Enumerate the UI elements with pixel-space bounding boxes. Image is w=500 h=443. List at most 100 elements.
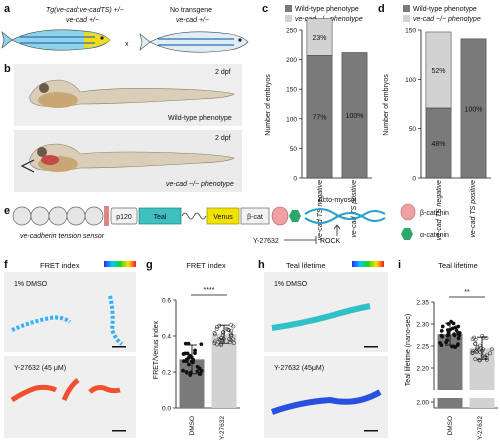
chart-d: 0 50 100 150 48% 52% 100%: [405, 28, 491, 183]
zebrafish-wildtype-icon: [139, 31, 249, 53]
parent2-genotype-line1: No transgene: [170, 7, 212, 14]
chart-g-ytick-label: 0.0: [162, 406, 171, 413]
legend-d-swatch-mutant: [403, 15, 410, 22]
title-g: FRET index: [186, 261, 226, 270]
chart-i-point: [473, 341, 478, 346]
chart-c-bar: [341, 52, 368, 179]
chart-g-point: [226, 328, 231, 333]
chart-i-point: [484, 353, 489, 358]
target-label: ROCK: [320, 238, 341, 245]
category-g-dmso: DMSO: [189, 416, 196, 436]
chart-g-point: [228, 333, 233, 338]
chart-i-point: [475, 345, 480, 350]
panel-label-e: e: [4, 205, 10, 217]
chart-i-point: [480, 354, 485, 359]
cross-symbol: x: [125, 41, 129, 48]
chart-g: 0.0 0.2 0.4 0.6: [162, 298, 240, 413]
lifetime-image-dmso: [264, 272, 388, 352]
chart-i-point: [457, 330, 462, 335]
chart-g-point: [224, 326, 229, 331]
chart-g-point: [195, 369, 200, 374]
ylabel-d: Number of embryos: [383, 74, 390, 136]
parent1-genotype-line1: Tg(ve-cad:ve-cadTS) +/−: [46, 7, 124, 14]
colorbar-f: [104, 261, 136, 267]
panel-label-h: h: [258, 259, 265, 271]
chart-c-ytick-label: 0: [293, 176, 297, 183]
chart-d-ytick-label: 100: [405, 77, 416, 84]
chart-i-point: [488, 351, 493, 356]
legend-c-label-wildtype: Wild-type phenotype: [295, 6, 359, 13]
wildtype-embryo-image: [14, 64, 242, 126]
teal-fluorophore: [138, 207, 182, 225]
vessel-f-y27632: [10, 378, 121, 403]
chart-g-point: [231, 337, 236, 342]
p120-box: [110, 207, 138, 225]
chart-g-bar: [211, 334, 237, 408]
chart-g-point: [229, 328, 234, 333]
p120-label: p120: [116, 214, 132, 221]
arrow-up-icon: [333, 224, 341, 230]
chart-g-point: [228, 338, 233, 342]
chart-i-point: [453, 325, 458, 330]
chart-c-ytick-label: 150: [286, 87, 297, 94]
scalebar-h-bottom: [364, 430, 378, 432]
stage-label-top: 2 dpf: [215, 69, 231, 76]
legend-d-label-wildtype: Wild-type phenotype: [413, 6, 477, 13]
venus-label: Venus: [213, 214, 233, 221]
chart-d-bar: [425, 31, 452, 109]
inhibitor-label: Y-27632: [253, 238, 279, 245]
category-g-y27632: Y-27632: [219, 416, 226, 440]
label-f-y27632: Y-27632 (45 μM): [14, 365, 66, 372]
chart-c-bar-label: 100%: [346, 113, 364, 120]
chart-d-bar-label: 52%: [431, 68, 445, 75]
chart-g-point: [197, 366, 202, 371]
chart-d-ytick-label: 50: [409, 126, 417, 133]
chart-i-point: [474, 350, 479, 355]
chart-g-point: [219, 336, 224, 340]
chart-i-ytick-label: 2.35: [416, 300, 429, 307]
chart-d-ytick-label: 150: [405, 28, 416, 35]
chart-i-point: [484, 357, 489, 362]
category-c-negative: ve-cad TS negative: [317, 180, 324, 240]
chart-i-ytick-label: 2.20: [416, 366, 429, 373]
chart-g-point: [228, 331, 233, 336]
chart-d-bar-label: 100%: [465, 106, 483, 113]
legend-d-label-mutant: ve-cad −/− phenotype: [413, 16, 481, 23]
label-h-dmso: 1% DMSO: [274, 281, 308, 288]
chart-i-ytick-label: 2.25: [416, 344, 429, 351]
chart-c-bar-label: 77%: [312, 115, 326, 122]
fret-image-y27632: [4, 356, 136, 438]
chart-g-point: [213, 332, 218, 337]
transmembrane-domain: [104, 206, 109, 226]
chart-g-ytick-label: 0.4: [162, 334, 171, 341]
chart-g-point: [184, 370, 189, 374]
legend-alpha-swatch: [401, 228, 413, 240]
chart-d-bar: [460, 38, 487, 179]
colorbar-h: [352, 261, 384, 267]
chart-i-point: [481, 347, 486, 352]
beta-cat-box: [240, 207, 270, 225]
title-f: FRET index: [40, 261, 80, 270]
caption-wildtype: Wild-type phenotype: [168, 115, 232, 122]
legend-c-swatch-wildtype: [285, 5, 292, 12]
chart-g-point: [214, 327, 219, 331]
parent2-genotype-line2: ve-cad +/−: [176, 17, 209, 24]
title-h: Teal lifetime: [286, 261, 326, 270]
chart-i-point: [439, 328, 444, 333]
chart-i-point: [489, 347, 494, 352]
chart-i: 2.00 2.20 2.25 2.30 2.35: [416, 300, 498, 409]
ylabel-g: FRET/Venus index: [153, 320, 160, 379]
chart-i-point: [470, 350, 475, 355]
chart-g-point: [192, 351, 197, 356]
chart-i-ytick-label: 2.00: [416, 400, 429, 407]
panel-label-d: d: [378, 3, 385, 15]
title-i: Teal lifetime: [438, 261, 478, 270]
chart-g-point: [225, 327, 230, 332]
venus-fluorophore: [206, 207, 240, 225]
chart-i-point: [474, 348, 479, 353]
panel-label-c: c: [262, 3, 268, 15]
panel-label-i: i: [398, 259, 401, 271]
scalebar-f-bottom: [112, 430, 126, 432]
chart-g-point: [199, 342, 204, 347]
chart-g-ytick-label: 0.2: [162, 370, 171, 377]
